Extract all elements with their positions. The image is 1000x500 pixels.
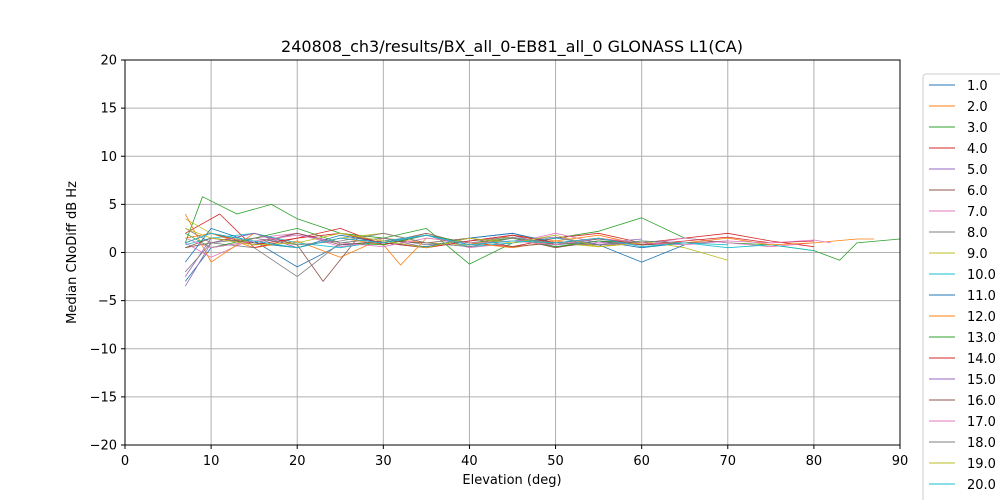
y-axis-title: Median CNoDiff dB Hz [65, 181, 80, 324]
legend-entry: 6.0 [967, 184, 988, 199]
legend: 1.0 2.0 3.0 4.0 5.0 6.0 7.0 8.0 9.0 10.0 11.0 12.0 1… [922, 73, 1000, 500]
legend-entry: 1.0 [967, 79, 988, 94]
x-tick-label: 70 [720, 454, 737, 469]
legend-entry: 3.0 [967, 121, 988, 136]
y-tick-label: 15 [100, 102, 117, 117]
legend-entry: 10.0 [967, 268, 996, 283]
x-tick-label: 90 [892, 454, 909, 469]
y-tick-label: 20 [100, 54, 117, 69]
ticks: 0 10 20 30 40 50 60 70 80 90 −20 −15 −10 −5 0 5 10 15 20 [90, 54, 909, 470]
legend-entry: 5.0 [967, 163, 988, 178]
legend-entry: 15.0 [967, 373, 996, 388]
legend-entry: 20.0 [967, 478, 996, 493]
legend-box [922, 73, 1000, 500]
x-tick-label: 50 [547, 454, 564, 469]
legend-entry: 11.0 [967, 289, 996, 304]
legend-entry: 2.0 [967, 100, 988, 115]
series-line-20.0 [185, 232, 728, 249]
x-tick-label: 80 [806, 454, 823, 469]
legend-entry: 12.0 [967, 310, 996, 325]
x-tick-label: 10 [203, 454, 220, 469]
legend-entry: 13.0 [967, 331, 996, 346]
y-tick-label: 5 [109, 198, 117, 213]
y-tick-label: 0 [109, 246, 117, 261]
legend-entry: 14.0 [967, 352, 996, 367]
legend-entry: 16.0 [967, 394, 996, 409]
y-tick-label: −15 [90, 390, 117, 405]
y-tick-label: −20 [90, 439, 117, 454]
legend-entry: 7.0 [967, 205, 988, 220]
legend-entry: 8.0 [967, 226, 988, 241]
y-tick-label: −5 [98, 294, 117, 309]
legend-entry: 18.0 [967, 436, 996, 451]
series-line-18.0 [185, 232, 685, 273]
chart-title: 240808_ch3/results/BX_all_0-EB81_all_0 G… [281, 37, 743, 57]
legend-entry: 19.0 [967, 457, 996, 472]
x-tick-label: 60 [633, 454, 650, 469]
y-tick-label: −10 [90, 342, 117, 357]
y-tick-label: 10 [100, 150, 117, 165]
series-layer [184, 196, 900, 287]
legend-entry: 9.0 [967, 247, 988, 262]
x-tick-label: 30 [375, 454, 392, 469]
series-line-19.0 [185, 228, 642, 249]
legend-entry: 17.0 [967, 415, 996, 430]
x-axis-title: Elevation (deg) [462, 473, 561, 488]
x-tick-label: 20 [289, 454, 306, 469]
legend-entry: 4.0 [967, 142, 988, 157]
x-tick-label: 40 [461, 454, 478, 469]
x-tick-label: 0 [121, 454, 129, 469]
